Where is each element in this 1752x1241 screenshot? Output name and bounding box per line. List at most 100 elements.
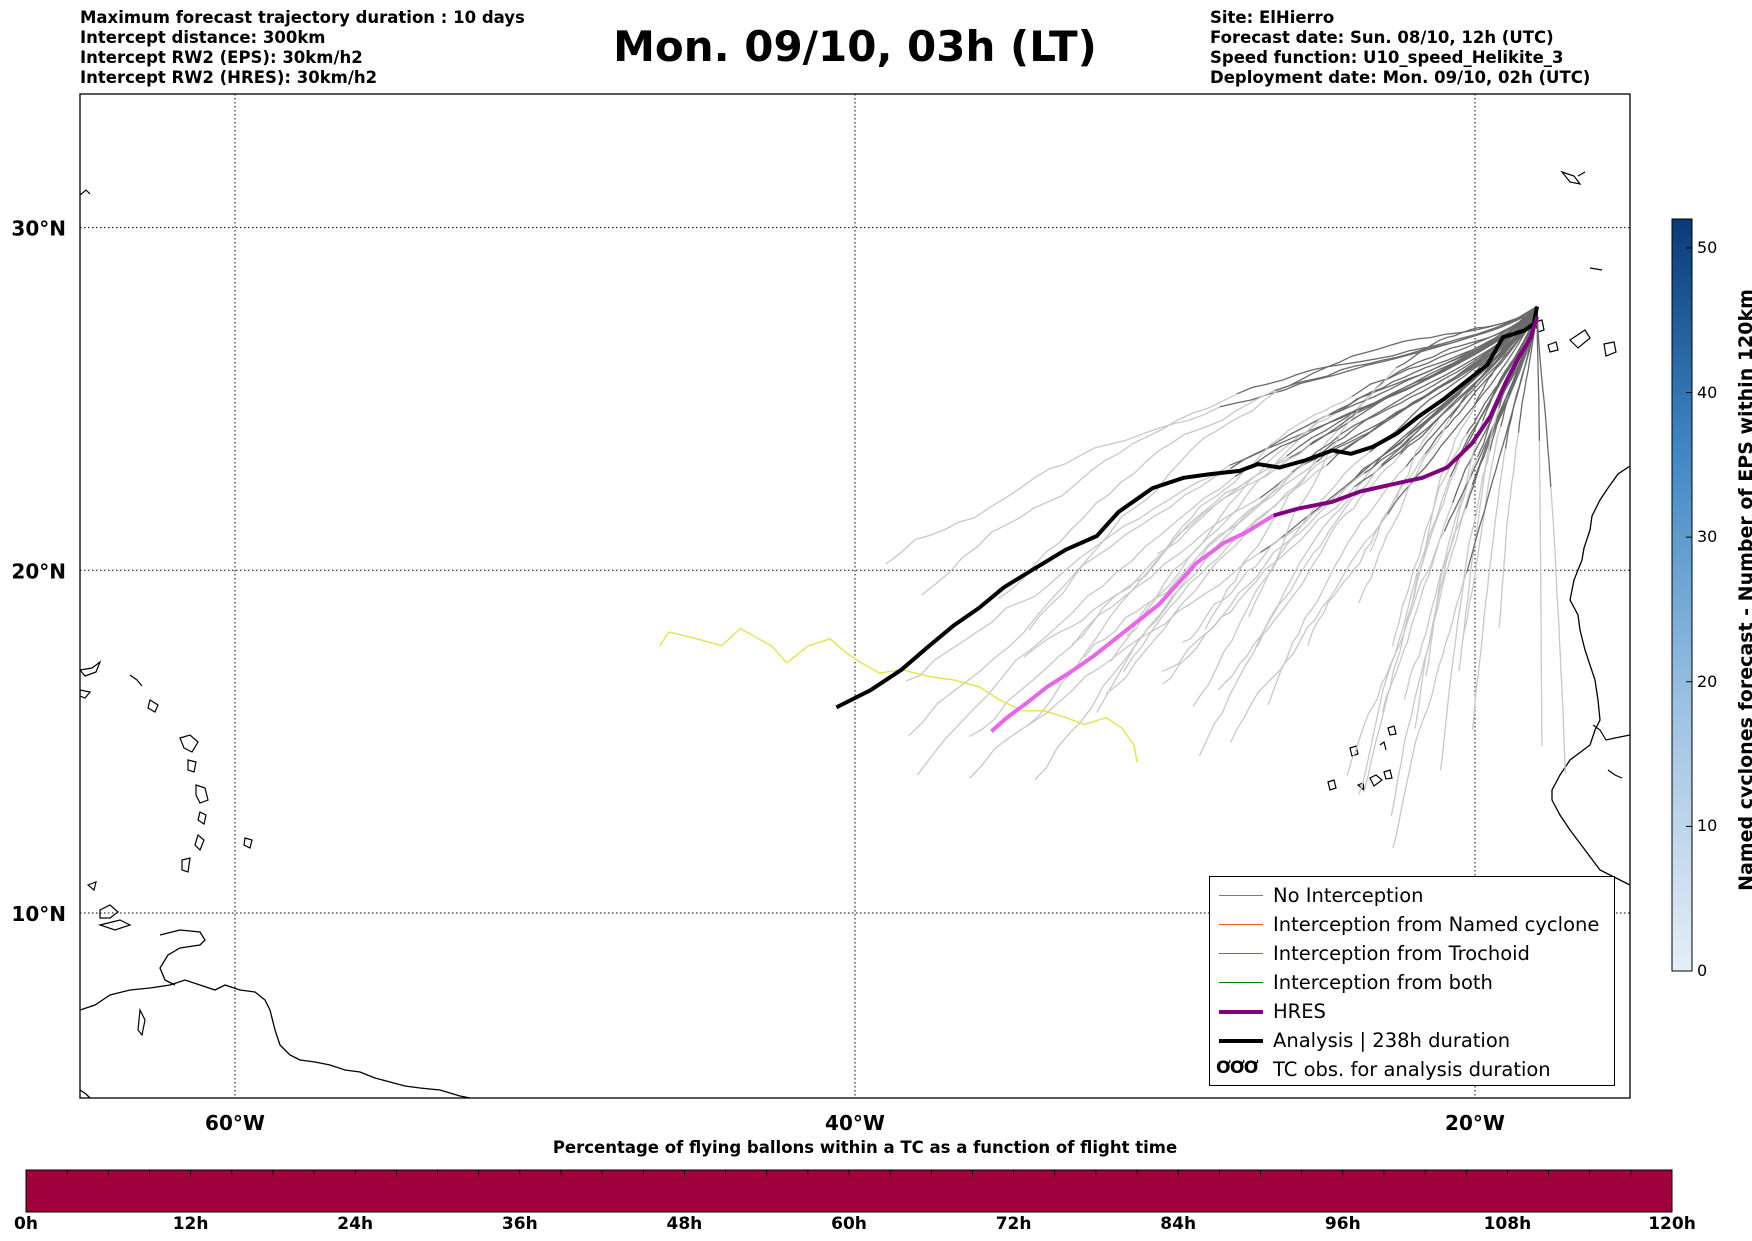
- eps-track-late: [1192, 451, 1370, 707]
- legend-label: Interception from Named cyclone: [1273, 913, 1600, 936]
- horizontal-colorbar-tick-label: 48h: [666, 1214, 703, 1234]
- horizontal-colorbar-tick-label: 120h: [1648, 1214, 1696, 1234]
- latitude-label: 20°N: [11, 559, 66, 583]
- horizontal-colorbar-tick-label: 24h: [337, 1214, 374, 1234]
- horizontal-colorbar: [25, 1169, 1673, 1213]
- legend-label: Analysis | 238h duration: [1273, 1029, 1511, 1052]
- eps-track-early: [1351, 306, 1538, 398]
- eps-track-early: [1322, 306, 1538, 453]
- eps-track-early: [1363, 306, 1538, 474]
- legend-swatch: [1219, 895, 1263, 897]
- horizontal-colorbar-tick-label: 36h: [501, 1214, 538, 1234]
- eps-track-late: [1414, 456, 1479, 729]
- legend-item-hres: HRES: [1210, 998, 1614, 1026]
- eps-track-late: [1126, 411, 1338, 637]
- vertical-colorbar-tick-label: 0: [1697, 961, 1708, 980]
- map-legend: No Interception Interception from Named …: [1209, 876, 1615, 1086]
- eps-track-early: [1536, 306, 1552, 488]
- horizontal-colorbar-tick-label: 108h: [1483, 1214, 1532, 1234]
- eps-track-late: [1498, 432, 1520, 628]
- horizontal-colorbar-tick-label: 0h: [14, 1214, 38, 1234]
- header-right-line: Deployment date: Mon. 09/10, 02h (UTC): [1210, 68, 1591, 87]
- eps-track-early: [1368, 306, 1538, 453]
- eps-track-late: [968, 497, 1261, 738]
- eps-track-late: [1358, 417, 1451, 604]
- eps-track-late: [1162, 486, 1355, 685]
- eps-track-late: [1403, 484, 1473, 700]
- legend-label: Interception from both: [1273, 971, 1493, 994]
- eps-track-late: [1358, 476, 1451, 795]
- header-left-line: Intercept RW2 (EPS): 30km/h2: [80, 48, 363, 67]
- eps-track-late: [1161, 478, 1355, 672]
- legend-swatch: [1219, 982, 1263, 984]
- legend-item-no-interception: No Interception: [1210, 882, 1614, 910]
- eps-track-late: [1071, 444, 1311, 645]
- longitude-tick-labels: 60°W 40°W 20°W: [205, 1111, 1505, 1135]
- eps-track-early: [1236, 305, 1538, 395]
- vertical-colorbar-tick-label: 10: [1697, 816, 1718, 836]
- legend-label: HRES: [1273, 1000, 1326, 1023]
- eps-track-late: [1550, 486, 1567, 774]
- eps-track-early: [1466, 306, 1538, 573]
- header-left-line: Intercept distance: 300km: [80, 28, 326, 47]
- eps-track-late: [1248, 367, 1397, 618]
- longitude-label: 60°W: [205, 1111, 265, 1135]
- legend-swatch: [1219, 953, 1263, 955]
- header-right-line: Forecast date: Sun. 08/10, 12h (UTC): [1210, 28, 1554, 47]
- eps-track-early: [1461, 306, 1538, 457]
- eps-track-early: [1274, 305, 1538, 392]
- eps-track-late: [921, 393, 1238, 596]
- eps-track-late: [998, 390, 1275, 600]
- eps-track-late: [1458, 408, 1500, 672]
- eps-track-late: [1083, 461, 1317, 658]
- eps-track-late: [905, 464, 1230, 682]
- horizontal-colorbar-ticks: [25, 1170, 1673, 1176]
- vertical-colorbar-tick-label: 30: [1697, 527, 1718, 547]
- hres-track: [1272, 316, 1539, 518]
- eps-track-early: [1517, 306, 1538, 433]
- horizontal-colorbar-tick-label: 12h: [172, 1214, 209, 1234]
- horizontal-colorbar-tick-label: 72h: [995, 1214, 1032, 1234]
- eps-track-late: [1217, 464, 1383, 691]
- legend-item-both: Interception from both: [1210, 969, 1614, 997]
- latitude-label: 10°N: [11, 902, 66, 926]
- eps-track-late: [1096, 451, 1323, 713]
- hres-light-track: [990, 513, 1275, 733]
- legend-label: TC obs. for analysis duration: [1273, 1058, 1551, 1081]
- header-left-line: Maximum forecast trajectory duration : 1…: [80, 8, 525, 27]
- eps-track-early: [1234, 306, 1538, 478]
- eps-track-late: [1122, 453, 1336, 673]
- eps-track-late: [1382, 455, 1463, 713]
- eps-track-late: [1471, 448, 1507, 730]
- eps-track-early: [1400, 306, 1538, 455]
- eps-track-late: [1110, 413, 1330, 662]
- eps-track-late: [1392, 572, 1468, 848]
- legend-item-tc-obs: ƠƠƠ TC obs. for analysis duration: [1210, 1056, 1614, 1084]
- eps-track-early: [1536, 306, 1541, 441]
- eps-track-late: [1034, 471, 1293, 781]
- legend-item-analysis: Analysis | 238h duration: [1210, 1027, 1614, 1055]
- latitude-label: 30°N: [11, 217, 66, 241]
- header-left-info: Maximum forecast trajectory duration : 1…: [80, 8, 525, 88]
- coastlines: [80, 170, 1630, 1098]
- latitude-tick-labels: 30°N 20°N 10°N: [11, 217, 66, 926]
- legend-item-trochoid: Interception from Trochoid: [1210, 940, 1614, 968]
- vertical-colorbar: [1671, 218, 1693, 972]
- longitude-label: 20°W: [1445, 1111, 1505, 1135]
- legend-item-named-cyclone: Interception from Named cyclone: [1210, 911, 1614, 939]
- legend-swatch: [1219, 924, 1263, 926]
- eps-track-late: [1256, 453, 1402, 648]
- main-trajectories: [659, 306, 1539, 763]
- map-frame: [79, 93, 1631, 1099]
- eps-track-late: [1439, 450, 1491, 771]
- horizontal-colorbar-tick-label: 96h: [1324, 1214, 1361, 1234]
- eps-track-early: [1291, 306, 1538, 473]
- eps-track-late: [1391, 433, 1468, 647]
- legend-label: Interception from Trochoid: [1273, 942, 1530, 965]
- eps-track-late: [916, 475, 1236, 776]
- vertical-colorbar-tick-label: 20: [1697, 671, 1718, 691]
- eps-track-late: [908, 467, 1232, 737]
- eps-track-early: [1424, 306, 1538, 455]
- vertical-colorbar-label: Named cyclones forecast - Number of EPS …: [1735, 289, 1752, 891]
- header-right-line: Site: ElHierro: [1210, 8, 1335, 27]
